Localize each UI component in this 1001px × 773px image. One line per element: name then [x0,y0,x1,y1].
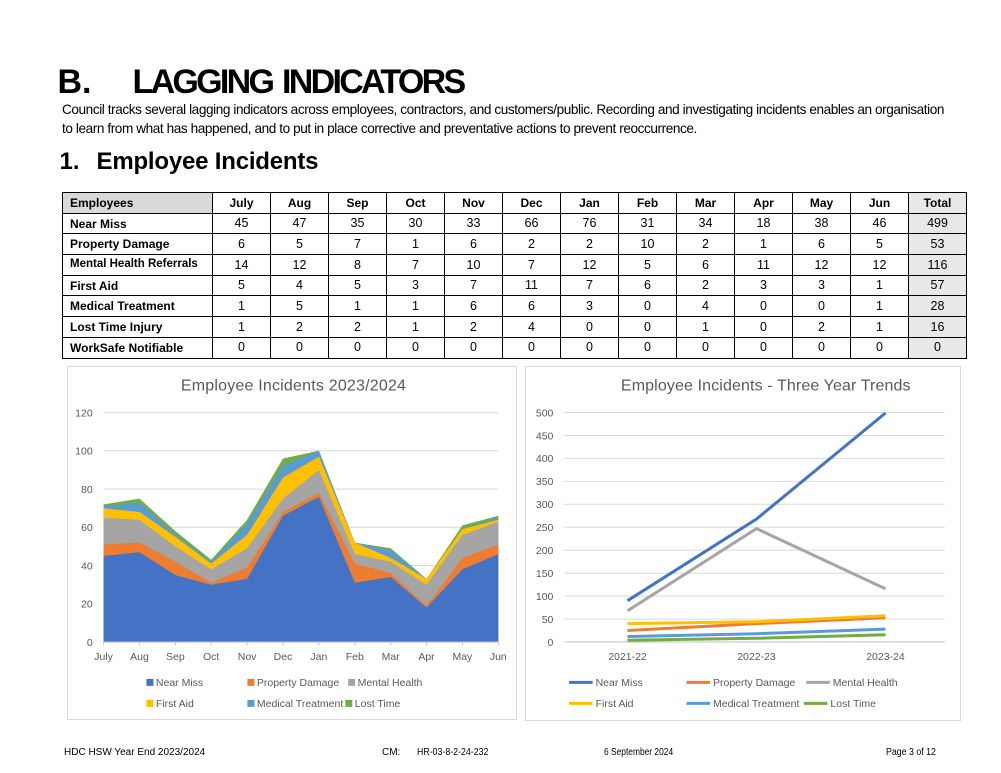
svg-text:First Aid: First Aid [156,698,194,710]
svg-text:Mar: Mar [382,651,401,663]
svg-text:60: 60 [81,522,93,534]
svg-text:Nov: Nov [238,651,257,663]
svg-text:Employee Incidents - Three Yea: Employee Incidents - Three Year Trends [621,378,911,395]
svg-text:Dec: Dec [274,651,293,663]
svg-text:2021-22: 2021-22 [608,651,647,663]
svg-text:Mental Health: Mental Health [358,677,423,689]
svg-text:40: 40 [81,560,93,572]
svg-text:400: 400 [536,453,554,465]
svg-text:100: 100 [75,446,93,458]
svg-text:Aug: Aug [130,651,149,663]
svg-text:Lost Time: Lost Time [830,698,876,710]
svg-text:500: 500 [536,407,554,419]
svg-text:Jan: Jan [310,651,327,663]
svg-text:First Aid: First Aid [596,698,634,710]
svg-text:July: July [94,651,113,663]
svg-text:200: 200 [536,545,554,557]
svg-text:250: 250 [536,522,554,534]
svg-text:350: 350 [536,476,554,488]
svg-text:Sep: Sep [166,651,185,663]
svg-text:Lost Time: Lost Time [355,698,401,710]
svg-text:80: 80 [81,484,93,496]
svg-text:120: 120 [75,407,93,419]
svg-text:20: 20 [81,599,93,611]
svg-text:100: 100 [536,591,554,603]
svg-text:Mental Health: Mental Health [833,677,898,689]
svg-text:Medical Treatment: Medical Treatment [713,698,799,710]
svg-text:2023-24: 2023-24 [866,651,905,663]
svg-text:Jun: Jun [490,651,507,663]
svg-text:450: 450 [536,430,554,442]
svg-text:May: May [452,651,473,663]
svg-text:Property Damage: Property Damage [257,677,339,689]
svg-text:2022-23: 2022-23 [737,651,776,663]
svg-text:Property Damage: Property Damage [713,677,795,689]
svg-text:300: 300 [536,499,554,511]
svg-text:Employee Incidents 2023/2024: Employee Incidents 2023/2024 [181,378,406,395]
svg-text:Medical Treatment: Medical Treatment [257,698,343,710]
svg-text:Oct: Oct [203,651,219,663]
svg-text:Feb: Feb [346,651,364,663]
svg-text:0: 0 [87,637,93,649]
svg-text:0: 0 [548,637,554,649]
svg-text:50: 50 [542,614,554,626]
svg-text:Near Miss: Near Miss [596,677,643,689]
svg-text:Apr: Apr [418,651,435,663]
svg-text:150: 150 [536,568,554,580]
svg-text:Near Miss: Near Miss [156,677,203,689]
